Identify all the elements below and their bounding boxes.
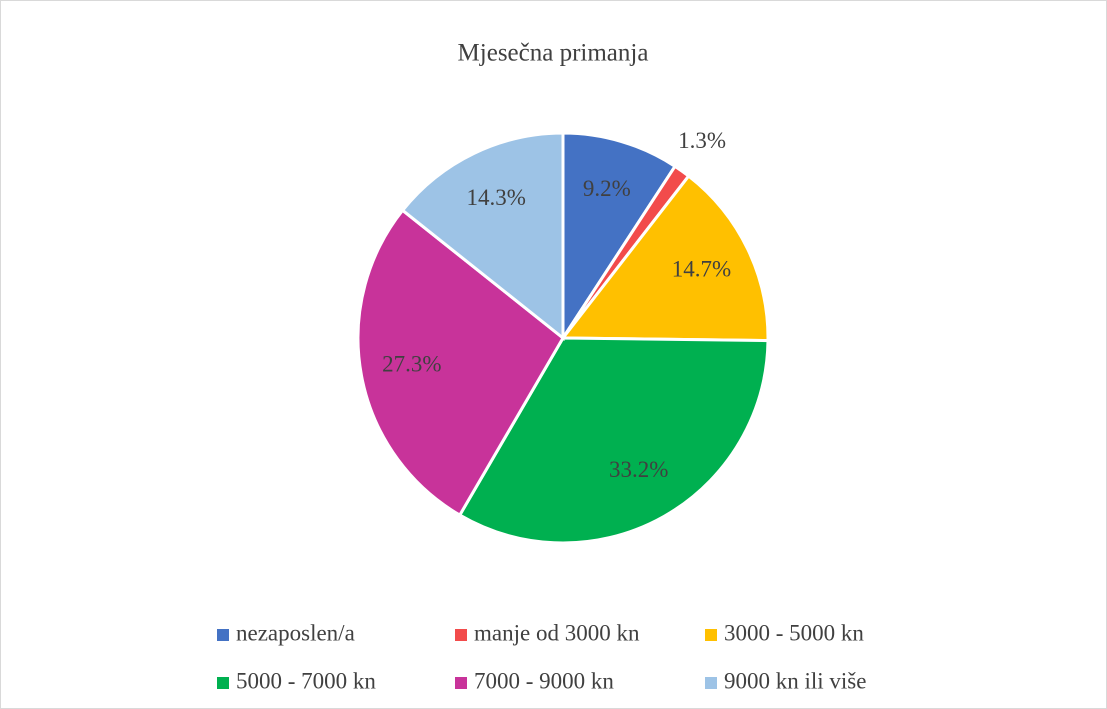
legend-label: nezaposlen/a: [236, 620, 355, 645]
pie-slice: [356, 208, 565, 518]
data-label: 33.2%: [609, 457, 668, 482]
pie-slice: [400, 131, 565, 342]
legend-swatch: [217, 677, 229, 689]
legend-swatch: [455, 677, 467, 689]
legend-label: 7000 - 9000 kn: [474, 668, 614, 693]
legend-swatch: [455, 629, 467, 641]
legend-swatch: [705, 629, 717, 641]
pie-slice: [561, 131, 678, 344]
pie-slice: [559, 173, 770, 343]
data-label: 14.3%: [467, 185, 526, 210]
legend-swatch: [705, 677, 717, 689]
legend-label: 9000 kn ili više: [724, 668, 866, 693]
data-label: 14.7%: [672, 257, 731, 282]
chart-title: Mjesečna primanja: [458, 40, 649, 67]
data-label: 27.3%: [382, 352, 441, 377]
legend-label: 3000 - 5000 kn: [724, 620, 864, 645]
legend-label: manje od 3000 kn: [474, 620, 640, 645]
data-label: 9.2%: [583, 176, 631, 201]
legend-label: 5000 - 7000 kn: [236, 668, 376, 693]
legend-swatch: [217, 629, 229, 641]
pie-slice: [457, 336, 770, 545]
data-label: 1.3%: [678, 128, 726, 153]
